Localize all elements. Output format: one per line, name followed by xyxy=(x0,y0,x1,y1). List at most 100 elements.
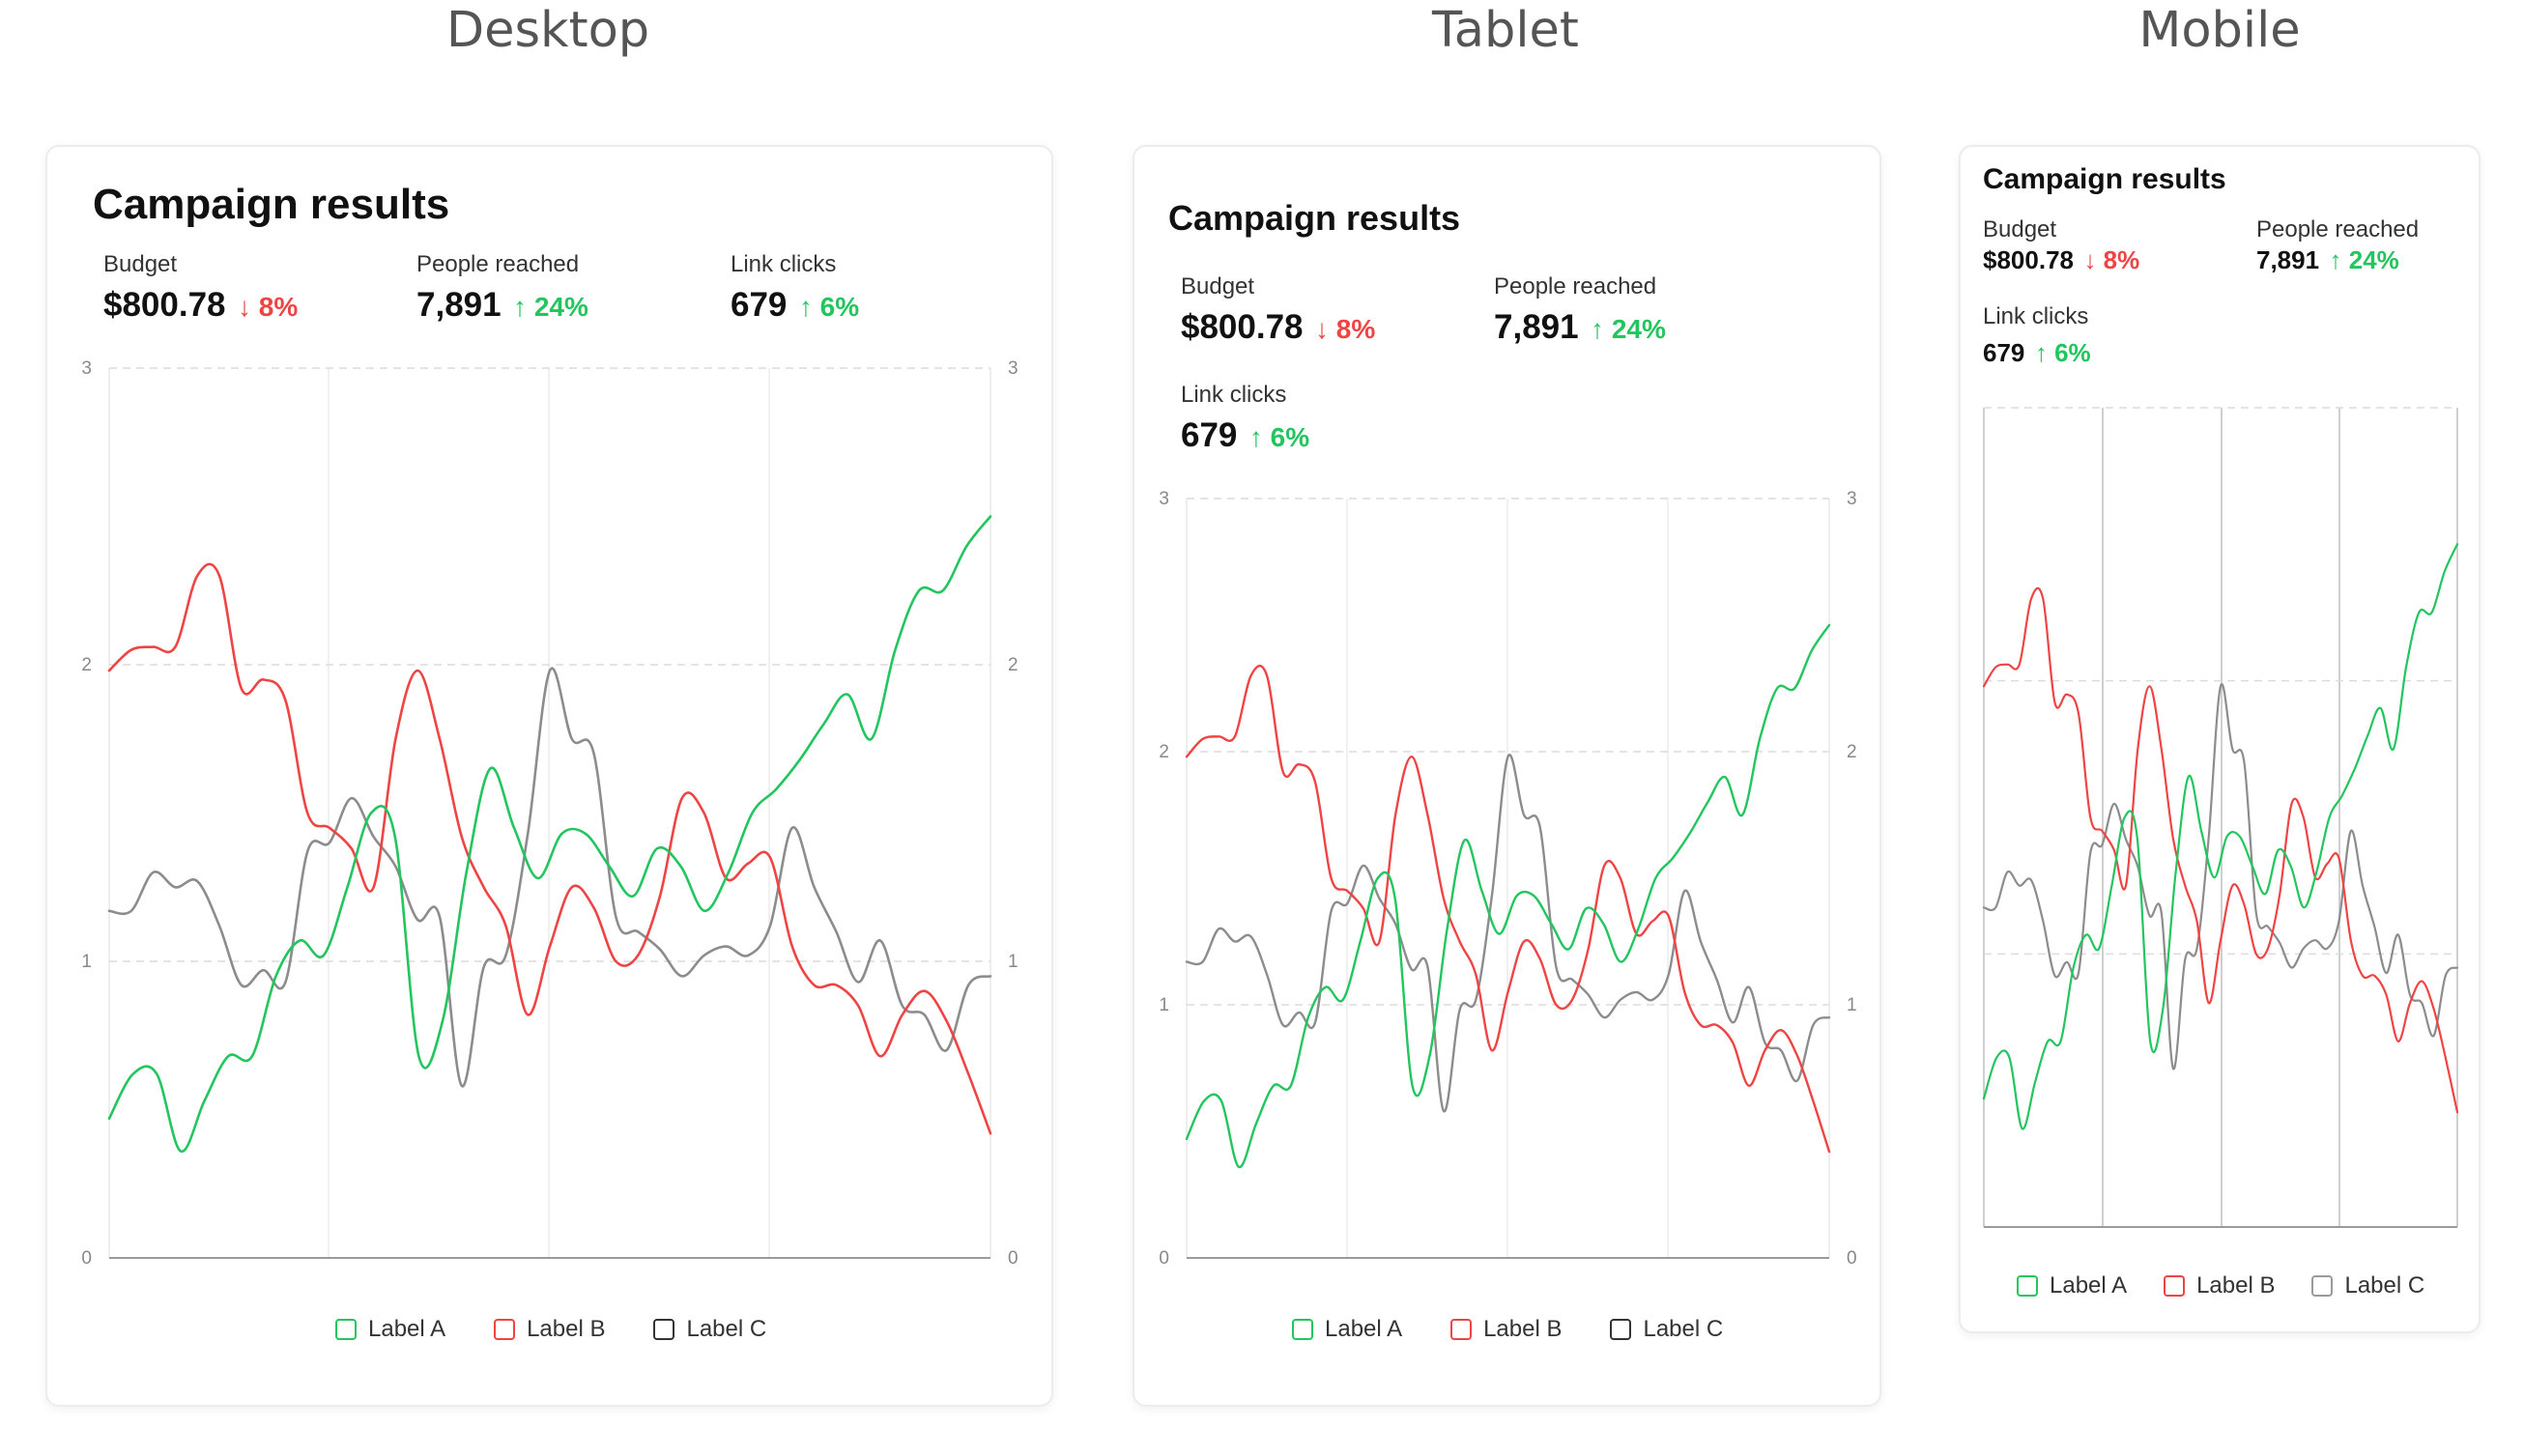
tablet-heading: Tablet xyxy=(1432,2,1579,59)
series-line-label-a xyxy=(1185,623,1831,1168)
link-clicks-delta-value: 6% xyxy=(819,292,860,322)
legend-swatch-c xyxy=(2311,1275,2334,1297)
legend-item-label-a[interactable]: Label A xyxy=(1292,1316,1402,1343)
arrow-up-icon: ↑ xyxy=(2329,245,2342,274)
card-title: Campaign results xyxy=(1983,163,2226,195)
y-tick-label-right: 3 xyxy=(1008,358,1018,379)
link-clicks-stat: Link clicks 679 ↑ 6% xyxy=(1181,382,1309,455)
legend-swatch-b xyxy=(1450,1319,1473,1340)
link-clicks-delta-value: 6% xyxy=(1270,422,1310,452)
budget-label: Budget xyxy=(103,251,178,277)
people-reached-delta: ↑ 24% xyxy=(1591,314,1666,344)
legend-swatch-a xyxy=(335,1319,357,1340)
budget-delta-value: 8% xyxy=(2103,245,2140,274)
y-tick-label-left: 2 xyxy=(81,655,92,675)
arrow-down-icon: ↓ xyxy=(2083,245,2097,274)
link-clicks-value: 679 xyxy=(1983,338,2025,367)
desktop-heading: Desktop xyxy=(445,2,650,59)
people-reached-label: People reached xyxy=(416,251,580,277)
legend-swatch-b xyxy=(2164,1275,2186,1297)
legend-swatch-a xyxy=(2017,1275,2038,1297)
legend-label-c: Label C xyxy=(686,1316,767,1342)
legend-swatch-c xyxy=(1610,1319,1632,1340)
y-tick-label-left: 1 xyxy=(1159,995,1169,1015)
series-line-label-c xyxy=(1185,753,1831,1113)
mobile-card: Campaign results Budget $800.78 ↓ 8% Peo… xyxy=(1959,145,2481,1333)
series-line-label-b xyxy=(107,562,992,1135)
desktop-line-chart: 0 0 1 1 2 2 3 3 xyxy=(81,358,1018,1269)
y-tick-label-left: 3 xyxy=(1159,489,1169,509)
y-tick-label-left: 0 xyxy=(1159,1248,1169,1269)
budget-stat: Budget $800.78 ↓ 8% xyxy=(1181,273,1375,347)
series-line-label-a xyxy=(1982,543,2459,1130)
people-reached-value: 7,891 xyxy=(1494,308,1579,346)
chart-legend: Label A Label B Label C xyxy=(1292,1316,1723,1343)
people-reached-delta-value: 24% xyxy=(2348,245,2399,274)
people-reached-delta: ↑ 24% xyxy=(513,292,588,322)
link-clicks-delta: ↑ 6% xyxy=(2035,338,2091,367)
link-clicks-delta: ↑ 6% xyxy=(1249,422,1309,452)
legend-item-label-c[interactable]: Label C xyxy=(1610,1316,1723,1343)
y-tick-label-left: 3 xyxy=(81,358,92,379)
tablet-card: Campaign results Budget $800.78 ↓ 8% Peo… xyxy=(1133,145,1881,1407)
legend-item-label-a[interactable]: Label A xyxy=(2017,1272,2127,1299)
budget-value: $800.78 xyxy=(1181,308,1304,346)
people-reached-stat: People reached 7,891 ↑ 24% xyxy=(2256,216,2419,275)
legend-item-label-c[interactable]: Label C xyxy=(653,1316,766,1343)
people-reached-delta: ↑ 24% xyxy=(2330,245,2399,274)
arrow-up-icon: ↑ xyxy=(513,292,528,322)
budget-delta: ↓ 8% xyxy=(238,292,298,322)
legend-label-c: Label C xyxy=(1643,1316,1724,1342)
budget-value: $800.78 xyxy=(103,286,226,324)
legend-label-a: Label A xyxy=(2050,1272,2128,1299)
desktop-card: Campaign results Budget $800.78 ↓ 8% Peo… xyxy=(45,145,1053,1407)
chart-legend: Label A Label B Label C xyxy=(2017,1272,2424,1299)
series-line-label-b xyxy=(1982,586,2459,1114)
budget-delta-value: 8% xyxy=(258,292,299,322)
budget-stat: Budget $800.78 ↓ 8% xyxy=(103,251,298,325)
card-title: Campaign results xyxy=(1168,198,1461,238)
y-tick-label-right: 1 xyxy=(1008,952,1018,972)
link-clicks-delta: ↑ 6% xyxy=(799,292,859,322)
budget-stat: Budget $800.78 ↓ 8% xyxy=(1983,216,2139,275)
y-tick-label-right: 0 xyxy=(1847,1248,1857,1269)
people-reached-stat: People reached 7,891 ↑ 24% xyxy=(1494,273,1666,347)
arrow-down-icon: ↓ xyxy=(1314,314,1329,344)
mobile-line-chart xyxy=(1982,407,2459,1228)
people-reached-stat: People reached 7,891 ↑ 24% xyxy=(416,251,588,325)
y-tick-label-left: 2 xyxy=(1159,742,1169,762)
link-clicks-label: Link clicks xyxy=(1181,382,1287,408)
y-tick-label-right: 0 xyxy=(1008,1248,1018,1269)
y-tick-label-right: 2 xyxy=(1847,742,1857,762)
legend-item-label-b[interactable]: Label B xyxy=(494,1316,605,1343)
link-clicks-value: 679 xyxy=(1181,416,1238,454)
chart-legend: Label A Label B Label C xyxy=(335,1316,766,1343)
y-tick-label-left: 1 xyxy=(81,952,92,972)
legend-label-b: Label B xyxy=(527,1316,606,1342)
link-clicks-value: 679 xyxy=(731,286,788,324)
series-line-label-b xyxy=(1185,665,1831,1154)
mobile-heading: Mobile xyxy=(2138,2,2301,59)
link-clicks-delta-value: 6% xyxy=(2054,338,2091,367)
budget-delta-value: 8% xyxy=(1335,314,1376,344)
link-clicks-label: Link clicks xyxy=(1983,303,2089,329)
legend-label-b: Label B xyxy=(1483,1316,1563,1342)
link-clicks-stat: Link clicks 679 ↑ 6% xyxy=(1983,303,2091,368)
legend-item-label-b[interactable]: Label B xyxy=(1450,1316,1562,1343)
budget-label: Budget xyxy=(1983,216,2057,243)
legend-item-label-a[interactable]: Label A xyxy=(335,1316,445,1343)
legend-item-label-b[interactable]: Label B xyxy=(2164,1272,2275,1299)
legend-label-a: Label A xyxy=(368,1316,446,1342)
legend-label-b: Label B xyxy=(2196,1272,2276,1299)
legend-swatch-b xyxy=(494,1319,516,1340)
people-reached-delta-value: 24% xyxy=(1611,314,1666,344)
link-clicks-label: Link clicks xyxy=(731,251,837,277)
people-reached-label: People reached xyxy=(1494,273,1657,300)
legend-swatch-c xyxy=(653,1319,675,1340)
budget-value: $800.78 xyxy=(1983,245,2074,274)
legend-item-label-c[interactable]: Label C xyxy=(2311,1272,2424,1299)
legend-label-a: Label A xyxy=(1325,1316,1403,1342)
people-reached-value: 7,891 xyxy=(416,286,502,324)
tablet-line-chart: 0 0 1 1 2 2 3 3 xyxy=(1159,489,1857,1269)
people-reached-delta-value: 24% xyxy=(533,292,588,322)
